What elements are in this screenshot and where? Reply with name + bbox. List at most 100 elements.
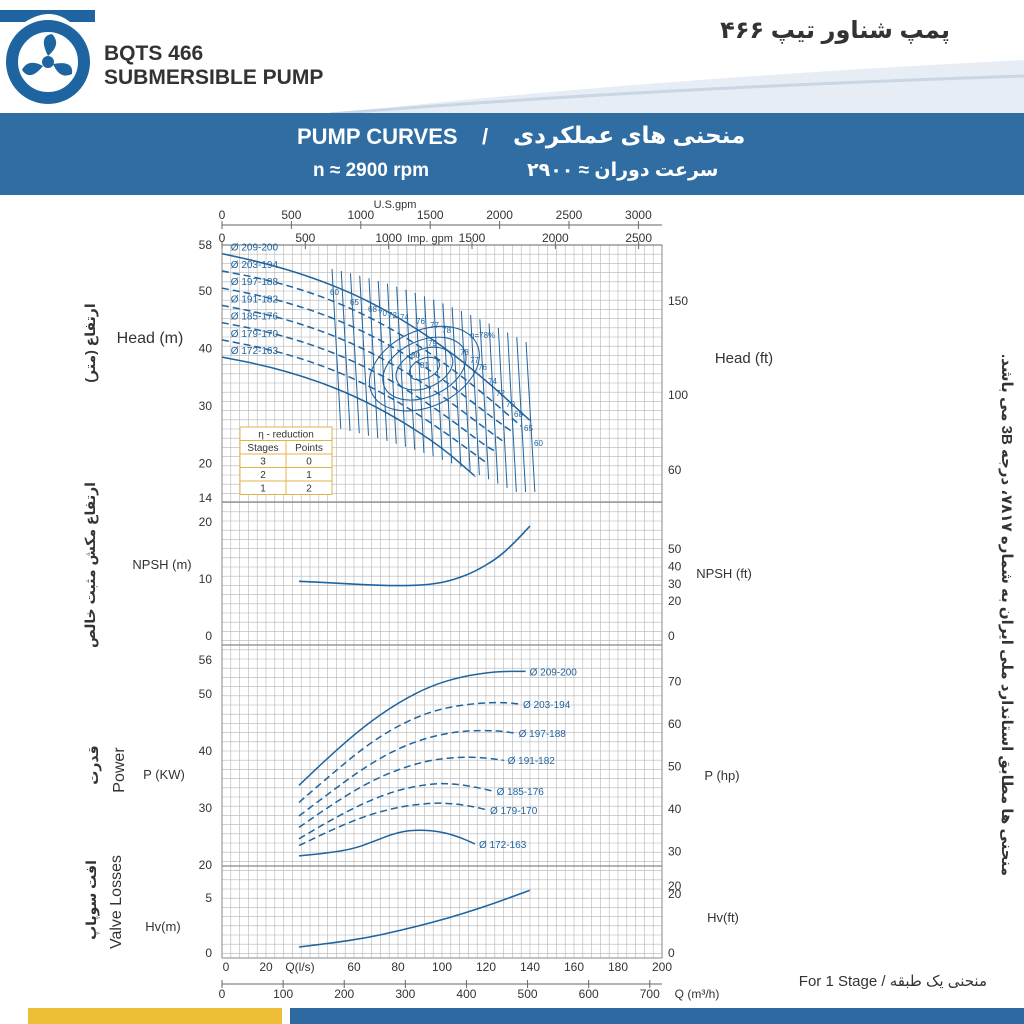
efficiency-island xyxy=(408,356,441,381)
efficiency-island xyxy=(382,336,467,401)
efficiency-iso-line xyxy=(516,337,527,493)
ls-tick-label: 100 xyxy=(432,960,452,974)
power-fa-label: قدرت xyxy=(85,745,101,784)
ls-tick-label: 80 xyxy=(391,960,405,974)
power-curve-label: Ø 191-182 xyxy=(508,756,556,767)
power-curve-label: Ø 172-163 xyxy=(479,840,527,851)
efficiency-label: 70 xyxy=(506,400,515,409)
product-subtitle: SUBMERSIBLE PUMP xyxy=(104,66,324,89)
impgpm-tick-label: 500 xyxy=(295,231,315,245)
power-curve-label: Ø 209-200 xyxy=(530,667,578,678)
ls-tick-label: 20 xyxy=(259,960,273,974)
impgpm-tick-label: 1000 xyxy=(375,231,402,245)
head-curve xyxy=(221,339,487,464)
y-left-tick-label: 20 xyxy=(199,858,213,872)
usgpm-tick-label: 500 xyxy=(281,208,301,222)
efficiency-iso-line xyxy=(451,307,462,468)
product-title: BQTS 466 xyxy=(104,42,204,65)
power-curve xyxy=(298,756,505,829)
m3h-tick-label: 500 xyxy=(518,987,538,1001)
efficiency-island xyxy=(368,325,480,412)
valve-en-label: Valve Losses xyxy=(108,855,125,949)
hv-ft-label: Hv(ft) xyxy=(707,910,739,925)
efficiency-label: 68 xyxy=(368,305,377,314)
head-curve xyxy=(221,270,522,427)
band-title-en: PUMP CURVES xyxy=(297,124,458,149)
efficiency-label: 68 xyxy=(514,410,523,419)
efficiency-iso-line xyxy=(460,311,471,472)
m3h-tick-label: 0 xyxy=(219,987,226,1001)
band-title-fa: منحنی های عملکردی xyxy=(513,122,746,148)
impgpm-tick-label: 2000 xyxy=(542,231,569,245)
head-fa-label: ارتفاع (متر) xyxy=(82,303,99,382)
impgpm-axis-label: Imp. gpm xyxy=(407,233,453,245)
m3h-tick-label: 100 xyxy=(273,987,293,1001)
power-curve xyxy=(298,670,526,786)
efficiency-iso-line xyxy=(377,280,388,441)
valve-loss-curve xyxy=(298,889,531,948)
head-m-label: Head (m) xyxy=(117,330,184,347)
efficiency-label: 74 xyxy=(488,377,497,386)
npsh-curve xyxy=(298,525,531,587)
reduction-table-cell: 2 xyxy=(306,484,312,495)
head-curve-label: Ø 191-182 xyxy=(231,294,279,305)
y-right-tick-label: 20 xyxy=(668,879,682,893)
power-curve xyxy=(298,802,487,847)
npsh-ft-label: NPSH (ft) xyxy=(696,566,752,581)
efficiency-iso-line xyxy=(396,286,406,447)
head-curve-label: Ø 185-176 xyxy=(231,312,279,323)
y-right-tick-label: 40 xyxy=(668,559,682,573)
reduction-table-title: η - reduction xyxy=(258,430,314,441)
efficiency-label: 70 xyxy=(378,309,387,318)
ls-tick-label: 60 xyxy=(347,960,361,974)
m3h-axis-label: Q (m³/h) xyxy=(675,987,720,1001)
fan-logo-icon xyxy=(0,10,95,104)
usgpm-tick-label: 0 xyxy=(219,208,226,222)
m3h-tick-label: 400 xyxy=(456,987,476,1001)
y-right-tick-label: 30 xyxy=(668,577,682,591)
efficiency-label: 76 xyxy=(416,317,425,326)
ls-tick-label: 0 xyxy=(223,960,230,974)
reduction-table-header: Points xyxy=(295,443,323,454)
footer-note: For 1 Stage / منحنی یک طبقه xyxy=(799,973,987,990)
y-right-tick-label: 50 xyxy=(668,760,682,774)
head-curve-label: Ø 172-163 xyxy=(231,346,279,357)
efficiency-label: 60 xyxy=(330,288,339,297)
impgpm-tick-label: 2500 xyxy=(625,231,652,245)
efficiency-iso-line xyxy=(507,332,517,493)
usgpm-tick-label: 2000 xyxy=(486,208,513,222)
reduction-table-cell: 2 xyxy=(260,470,266,481)
product-title-fa: پمپ شناور تیپ ۴۶۶ xyxy=(720,17,950,44)
efficiency-iso-line xyxy=(349,273,360,434)
y-right-tick-label: 20 xyxy=(668,887,682,901)
efficiency-label: 60 xyxy=(534,439,543,448)
efficiency-iso-line xyxy=(488,323,499,484)
reduction-table-header: Stages xyxy=(247,443,278,454)
ls-tick-label: 160 xyxy=(564,960,584,974)
m3h-tick-label: 700 xyxy=(640,987,660,1001)
header-swoosh xyxy=(330,60,1024,114)
efficiency-label: 80 xyxy=(411,351,420,360)
efficiency-iso-line xyxy=(359,275,370,436)
efficiency-iso-line xyxy=(340,270,351,432)
y-left-tick-label: 20 xyxy=(199,457,213,471)
head-curve xyxy=(221,321,496,452)
y-left-tick-label: 0 xyxy=(205,946,212,960)
head-curve-label: Ø 209-200 xyxy=(231,243,279,254)
band-speed-fa: سرعت دوران ≈ ۲۹۰۰ xyxy=(527,160,719,181)
footer-yellow-bar xyxy=(28,1008,282,1024)
y-right-tick-label: 100 xyxy=(668,388,688,402)
usgpm-tick-label: 3000 xyxy=(625,208,652,222)
power-curve xyxy=(298,782,493,840)
y-left-tick-label: 30 xyxy=(199,399,213,413)
power-curve-label: Ø 185-176 xyxy=(497,787,545,798)
y-left-tick-label: 10 xyxy=(199,572,213,586)
side-note: منحنی ها مطابق استاندارد ملی ایران به شم… xyxy=(998,354,1015,876)
power-curve xyxy=(298,701,520,803)
efficiency-label: 77 xyxy=(430,321,439,330)
head-curve-label: Ø 203-194 xyxy=(231,260,279,271)
efficiency-label: 81 xyxy=(420,361,429,370)
impgpm-tick-label: 1500 xyxy=(459,231,486,245)
head-ft-label: Head (ft) xyxy=(715,350,773,367)
efficiency-label: η=78% xyxy=(470,331,495,340)
